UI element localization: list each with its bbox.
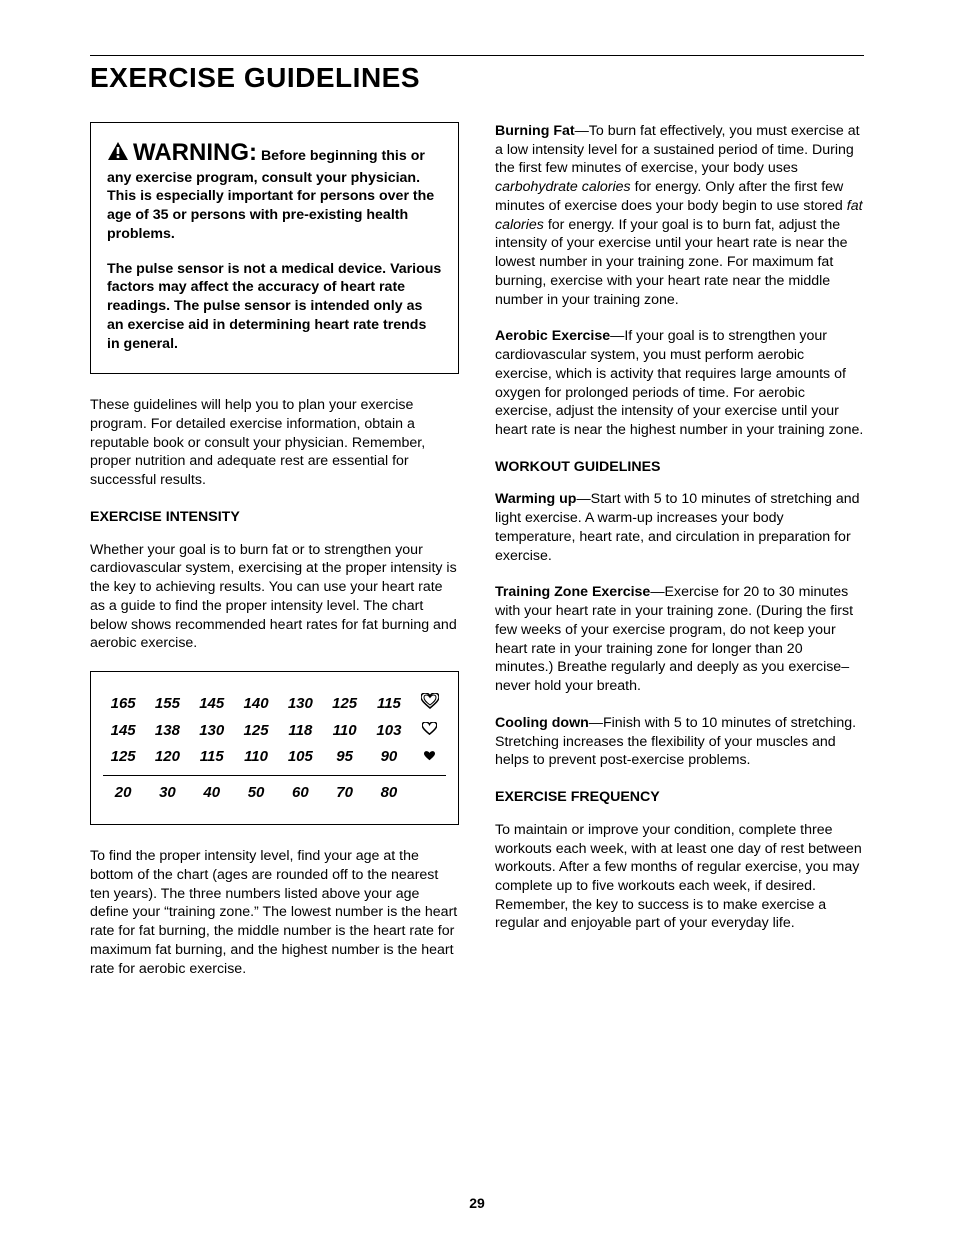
burning-fat-head: Burning Fat bbox=[495, 123, 575, 139]
chart-cell: 165 bbox=[101, 690, 145, 718]
chart-cell: 130 bbox=[278, 690, 322, 718]
chart-table: 165 155 145 140 130 125 115 145 138 bbox=[101, 690, 448, 806]
chart-row-3: 125 120 115 110 105 95 90 bbox=[101, 744, 448, 770]
cooling-down-paragraph: Cooling down—Finish with 5 to 10 minutes… bbox=[495, 714, 864, 770]
warning-text-2: The pulse sensor is not a medical device… bbox=[107, 260, 442, 354]
chart-cell: 140 bbox=[234, 690, 278, 718]
chart-cell: 110 bbox=[322, 718, 366, 744]
chart-age-cell: 50 bbox=[234, 780, 278, 806]
intro-paragraph: These guidelines will help you to plan y… bbox=[90, 396, 459, 490]
two-column-layout: WARNING: Before beginning this or any ex… bbox=[90, 122, 864, 996]
training-zone-text: —Exercise for 20 to 30 minutes with your… bbox=[495, 584, 853, 694]
chart-cell: 95 bbox=[322, 744, 366, 770]
chart-cell: 103 bbox=[367, 718, 411, 744]
chart-age-cell: 70 bbox=[322, 780, 366, 806]
cooling-down-head: Cooling down bbox=[495, 715, 589, 731]
burn-text-c: for energy. If your goal is to burn fat,… bbox=[495, 217, 848, 308]
training-zone-paragraph: Training Zone Exercise—Exercise for 20 t… bbox=[495, 583, 864, 695]
workout-guidelines-heading: WORKOUT GUIDELINES bbox=[495, 458, 864, 477]
page: EXERCISE GUIDELINES WARNING: Before begi… bbox=[0, 0, 954, 1235]
warming-up-head: Warming up bbox=[495, 491, 576, 507]
page-number: 29 bbox=[0, 1195, 954, 1211]
chart-cell: 90 bbox=[367, 744, 411, 770]
chart-cell: 125 bbox=[101, 744, 145, 770]
chart-row-1: 165 155 145 140 130 125 115 bbox=[101, 690, 448, 718]
chart-explanation: To find the proper intensity level, find… bbox=[90, 847, 459, 978]
chart-age-cell: 30 bbox=[145, 780, 189, 806]
left-column: WARNING: Before beginning this or any ex… bbox=[90, 122, 459, 996]
warning-p1: WARNING: Before beginning this or any ex… bbox=[107, 137, 442, 244]
intensity-heading: EXERCISE INTENSITY bbox=[90, 508, 459, 527]
chart-age-cell: 40 bbox=[190, 780, 234, 806]
warning-triangle-icon bbox=[107, 141, 129, 167]
chart-divider bbox=[101, 769, 448, 780]
chart-age-cell: 20 bbox=[101, 780, 145, 806]
chart-cell: 125 bbox=[234, 718, 278, 744]
chart-cell: 115 bbox=[367, 690, 411, 718]
heart-small-icon bbox=[411, 744, 448, 770]
frequency-paragraph: To maintain or improve your condition, c… bbox=[495, 821, 864, 933]
exercise-frequency-heading: EXERCISE FREQUENCY bbox=[495, 788, 864, 807]
chart-age-cell: 60 bbox=[278, 780, 322, 806]
aerobic-paragraph: Aerobic Exercise—If your goal is to stre… bbox=[495, 327, 864, 439]
chart-cell: 155 bbox=[145, 690, 189, 718]
intensity-paragraph: Whether your goal is to burn fat or to s… bbox=[90, 541, 459, 653]
chart-cell: 120 bbox=[145, 744, 189, 770]
chart-cell: 115 bbox=[190, 744, 234, 770]
aerobic-text: —If your goal is to strengthen your card… bbox=[495, 328, 863, 438]
top-rule bbox=[90, 55, 864, 56]
page-title: EXERCISE GUIDELINES bbox=[90, 62, 864, 94]
chart-cell: 118 bbox=[278, 718, 322, 744]
chart-cell: 110 bbox=[234, 744, 278, 770]
burning-fat-paragraph: Burning Fat—To burn fat effectively, you… bbox=[495, 122, 864, 309]
heart-large-icon bbox=[411, 690, 448, 718]
burn-italic-1: carbohydrate calories bbox=[495, 179, 631, 195]
warning-label: WARNING: bbox=[133, 139, 257, 166]
heart-rate-chart: 165 155 145 140 130 125 115 145 138 bbox=[90, 671, 459, 825]
chart-cell: 138 bbox=[145, 718, 189, 744]
warning-box: WARNING: Before beginning this or any ex… bbox=[90, 122, 459, 374]
training-zone-head: Training Zone Exercise bbox=[495, 584, 650, 600]
chart-age-cell: 80 bbox=[367, 780, 411, 806]
right-column: Burning Fat—To burn fat effectively, you… bbox=[495, 122, 864, 996]
chart-cell: 130 bbox=[190, 718, 234, 744]
aerobic-head: Aerobic Exercise bbox=[495, 328, 610, 344]
chart-empty-cell bbox=[411, 780, 448, 806]
chart-cell: 145 bbox=[101, 718, 145, 744]
chart-row-2: 145 138 130 125 118 110 103 bbox=[101, 718, 448, 744]
chart-cell: 105 bbox=[278, 744, 322, 770]
chart-cell: 125 bbox=[322, 690, 366, 718]
chart-age-row: 20 30 40 50 60 70 80 bbox=[101, 780, 448, 806]
warming-up-paragraph: Warming up—Start with 5 to 10 minutes of… bbox=[495, 490, 864, 565]
chart-cell: 145 bbox=[190, 690, 234, 718]
heart-medium-icon bbox=[411, 718, 448, 744]
